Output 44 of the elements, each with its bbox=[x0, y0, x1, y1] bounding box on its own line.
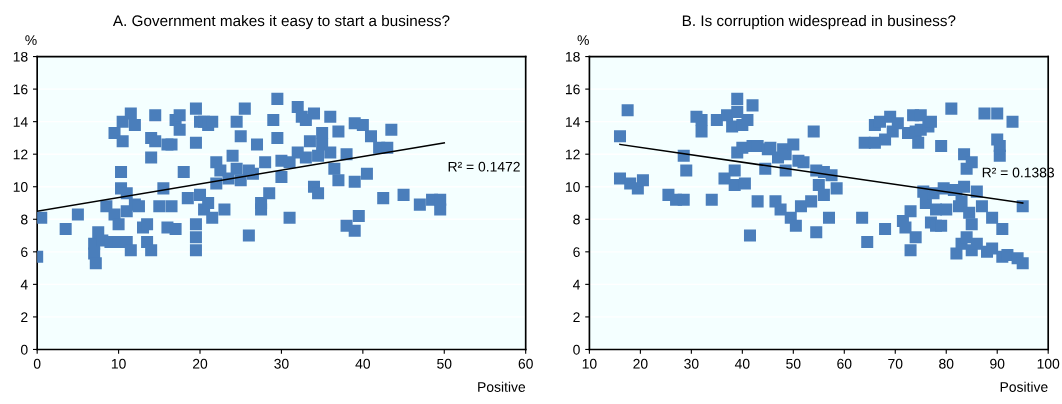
x-tick-label: 60 bbox=[837, 358, 852, 369]
y-axis-title: % bbox=[577, 35, 589, 45]
y-tick-label: 6 bbox=[573, 247, 580, 257]
y-tick-label: 16 bbox=[565, 84, 580, 95]
y-axis-title: % bbox=[25, 35, 37, 45]
y-tick-label: 14 bbox=[13, 117, 28, 127]
x-tick-label: 20 bbox=[633, 358, 648, 369]
y-tick-label: 4 bbox=[572, 279, 580, 290]
annotation: R² = 0.1472 bbox=[448, 161, 520, 172]
y-tick-label: 10 bbox=[565, 182, 580, 192]
y-tick-label: 12 bbox=[565, 149, 580, 160]
x-tick-label: 10 bbox=[111, 358, 126, 369]
y-tick-label: 14 bbox=[565, 117, 580, 127]
y-tick-label: 8 bbox=[21, 214, 28, 225]
y-tick-label: 2 bbox=[21, 312, 28, 322]
y-tick-label: 16 bbox=[13, 84, 28, 95]
x-tick-label: 50 bbox=[437, 358, 452, 369]
x-tick-label: 10 bbox=[582, 358, 597, 369]
x-tick-label: 60 bbox=[518, 358, 533, 369]
x-tick-label: 90 bbox=[990, 358, 1005, 369]
x-tick-label: 30 bbox=[274, 358, 289, 369]
y-tick-label: 10 bbox=[13, 182, 28, 192]
y-tick-label: 4 bbox=[20, 279, 28, 290]
y-tick-label: 12 bbox=[13, 149, 28, 160]
y-tick-label: 6 bbox=[21, 247, 28, 257]
y-tick-label: 18 bbox=[13, 51, 28, 62]
chart-title: A. Government makes it easy to start a business? bbox=[112, 14, 450, 30]
x-tick-label: 80 bbox=[939, 358, 954, 369]
y-tick-label: 2 bbox=[573, 312, 580, 322]
x-tick-label: 70 bbox=[888, 358, 903, 369]
y-tick-label: 18 bbox=[565, 51, 580, 62]
x-tick-label: 0 bbox=[33, 358, 41, 369]
y-tick-label: 0 bbox=[20, 344, 28, 355]
x-tick-label: 30 bbox=[684, 358, 699, 369]
x-axis-title: Positive bbox=[1000, 381, 1048, 392]
x-tick-label: 40 bbox=[734, 358, 750, 369]
x-tick-label: 50 bbox=[786, 358, 801, 369]
y-tick-label: 8 bbox=[573, 214, 580, 225]
chart-title: B. Is corruption widespread in business? bbox=[682, 14, 956, 30]
y-tick-label: 0 bbox=[573, 344, 580, 355]
x-tick-label: 100 bbox=[1037, 358, 1060, 369]
x-tick-label: 40 bbox=[355, 358, 371, 369]
x-axis-title: Positive bbox=[478, 381, 526, 392]
x-tick-label: 20 bbox=[192, 358, 208, 369]
